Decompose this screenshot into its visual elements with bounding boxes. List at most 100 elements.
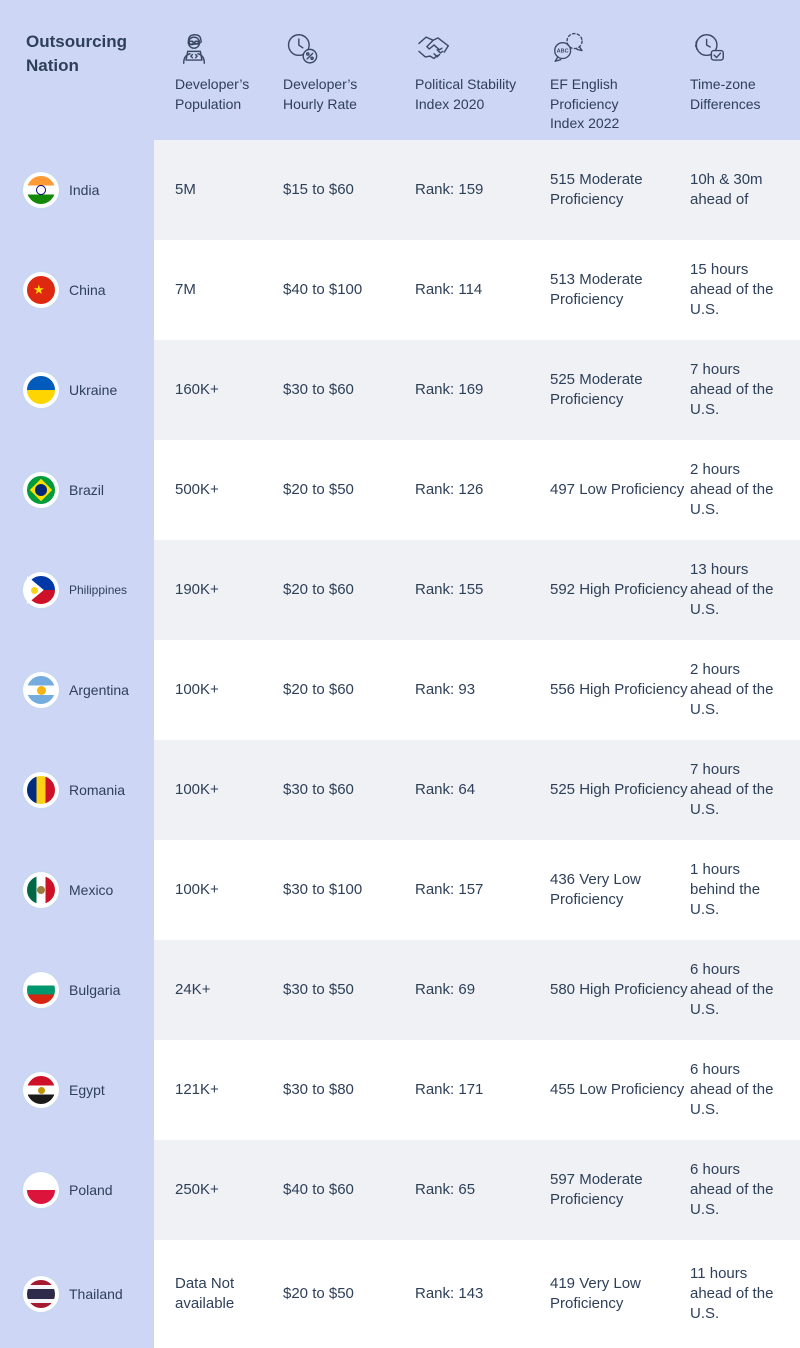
hourly-rate-cell: $20 to $60	[283, 540, 415, 640]
political-stability-cell: Rank: 155	[415, 540, 550, 640]
country-cell: Argentina	[0, 640, 154, 740]
country-name: Brazil	[69, 481, 105, 498]
english-proficiency-cell: 525 Moderate Proficiency	[550, 340, 690, 440]
population-value: Data Not available	[175, 1274, 235, 1312]
timezone-value: 6 hours ahead of the U.S.	[690, 1060, 774, 1119]
political-stability-cell: Rank: 169	[415, 340, 550, 440]
hourly-rate-cell: $40 to $60	[283, 1140, 415, 1240]
english-proficiency-cell: 556 High Proficiency	[550, 640, 690, 740]
developer-icon	[175, 30, 213, 68]
political-stability-cell: Rank: 65	[415, 1140, 550, 1240]
header-cell-english-proficiency: ABC EF English Proficiency Index 2022	[550, 0, 690, 140]
population-cell: 190K+	[154, 540, 283, 640]
hourly-rate-cell: $20 to $50	[283, 440, 415, 540]
hourly-rate-cell: $40 to $100	[283, 240, 415, 340]
population-value: 5M	[175, 180, 196, 198]
table-row: Philippines 190K+ $20 to $60 Rank: 155 5…	[0, 540, 800, 640]
column-label: Time-zone Differences	[690, 76, 761, 112]
timezone-cell: 6 hours ahead of the U.S.	[690, 1140, 800, 1240]
english-proficiency-cell: 592 High Proficiency	[550, 540, 690, 640]
population-value: 500K+	[175, 480, 219, 498]
hourly-rate-value: $30 to $80	[283, 1080, 354, 1098]
country-cell: Thailand	[0, 1240, 154, 1348]
political-stability-cell: Rank: 126	[415, 440, 550, 540]
english-proficiency-value: 515 Moderate Proficiency	[550, 170, 643, 208]
timezone-value: 7 hours ahead of the U.S.	[690, 360, 774, 419]
political-stability-value: Rank: 65	[415, 1180, 476, 1198]
country-name: Philippines	[69, 582, 128, 597]
poland-flag-icon	[23, 1172, 59, 1208]
population-cell: 100K+	[154, 640, 283, 740]
egypt-flag-icon	[23, 1072, 59, 1108]
political-stability-cell: Rank: 69	[415, 940, 550, 1040]
country-cell: Poland	[0, 1140, 154, 1240]
population-value: 250K+	[175, 1180, 219, 1198]
table-row: Romania 100K+ $30 to $60 Rank: 64 525 Hi…	[0, 740, 800, 840]
timezone-cell: 7 hours ahead of the U.S.	[690, 340, 800, 440]
political-stability-cell: Rank: 171	[415, 1040, 550, 1140]
hourly-rate-value: $20 to $50	[283, 480, 354, 498]
ukraine-flag-icon	[23, 372, 59, 408]
political-stability-value: Rank: 157	[415, 880, 484, 898]
timezone-cell: 7 hours ahead of the U.S.	[690, 740, 800, 840]
table-row: China 7M $40 to $100 Rank: 114 513 Moder…	[0, 240, 800, 340]
political-stability-cell: Rank: 114	[415, 240, 550, 340]
country-cell: Philippines	[0, 540, 154, 640]
political-stability-value: Rank: 69	[415, 980, 476, 998]
thailand-flag-icon	[23, 1276, 59, 1312]
population-cell: 100K+	[154, 840, 283, 940]
population-cell: 500K+	[154, 440, 283, 540]
english-proficiency-value: 419 Very Low Proficiency	[550, 1274, 641, 1312]
table-body: India 5M $15 to $60 Rank: 159 515 Modera…	[0, 140, 800, 1348]
population-value: 100K+	[175, 780, 219, 798]
hourly-rate-value: $30 to $60	[283, 380, 354, 398]
timezone-value: 7 hours ahead of the U.S.	[690, 760, 774, 819]
table-row: Brazil 500K+ $20 to $50 Rank: 126 497 Lo…	[0, 440, 800, 540]
english-proficiency-value: 580 High Proficiency	[550, 980, 688, 998]
country-name: Poland	[69, 1181, 113, 1198]
english-proficiency-cell: 525 High Proficiency	[550, 740, 690, 840]
political-stability-value: Rank: 114	[415, 280, 483, 298]
column-label: Developer’s Population	[175, 76, 250, 112]
column-label: Developer’s Hourly Rate	[283, 76, 358, 112]
english-proficiency-cell: 436 Very Low Proficiency	[550, 840, 690, 940]
header-cell-timezone: Time-zone Differences	[690, 0, 800, 140]
english-proficiency-value: 436 Very Low Proficiency	[550, 870, 641, 908]
hourly-rate-cell: $15 to $60	[283, 140, 415, 240]
political-stability-value: Rank: 171	[415, 1080, 484, 1098]
table-row: Thailand Data Not available $20 to $50 R…	[0, 1240, 800, 1348]
mexico-flag-icon	[23, 872, 59, 908]
country-cell: Brazil	[0, 440, 154, 540]
hourly-rate-cell: $20 to $50	[283, 1240, 415, 1348]
hourly-rate-value: $20 to $60	[283, 580, 354, 598]
country-name: Ukraine	[69, 381, 118, 398]
column-label: EF English Proficiency Index 2022	[550, 76, 620, 132]
timezone-value: 13 hours ahead of the U.S.	[690, 560, 774, 619]
country-cell: India	[0, 140, 154, 240]
english-proficiency-value: 497 Low Proficiency	[550, 480, 685, 498]
handshake-icon	[415, 30, 453, 68]
hourly-rate-value: $20 to $60	[283, 680, 354, 698]
header-cell-political-stability: Political Stability Index 2020	[415, 0, 550, 140]
table-row: India 5M $15 to $60 Rank: 159 515 Modera…	[0, 140, 800, 240]
table-row: Mexico 100K+ $30 to $100 Rank: 157 436 V…	[0, 840, 800, 940]
country-name: Egypt	[69, 1081, 105, 1098]
argentina-flag-icon	[23, 672, 59, 708]
timezone-value: 2 hours ahead of the U.S.	[690, 660, 774, 719]
hourly-rate-cell: $30 to $100	[283, 840, 415, 940]
country-cell: Mexico	[0, 840, 154, 940]
population-value: 160K+	[175, 380, 219, 398]
table-row: Ukraine 160K+ $30 to $60 Rank: 169 525 M…	[0, 340, 800, 440]
hourly-rate-clock-icon	[283, 30, 321, 68]
hourly-rate-value: $30 to $100	[283, 880, 363, 898]
timezone-cell: 1 hours behind the U.S.	[690, 840, 800, 940]
political-stability-cell: Rank: 64	[415, 740, 550, 840]
population-cell: 24K+	[154, 940, 283, 1040]
country-cell: China	[0, 240, 154, 340]
population-cell: Data Not available	[154, 1240, 283, 1348]
country-cell: Bulgaria	[0, 940, 154, 1040]
english-proficiency-cell: 497 Low Proficiency	[550, 440, 690, 540]
english-proficiency-value: 513 Moderate Proficiency	[550, 270, 643, 308]
english-proficiency-cell: 419 Very Low Proficiency	[550, 1240, 690, 1348]
political-stability-value: Rank: 93	[415, 680, 476, 698]
